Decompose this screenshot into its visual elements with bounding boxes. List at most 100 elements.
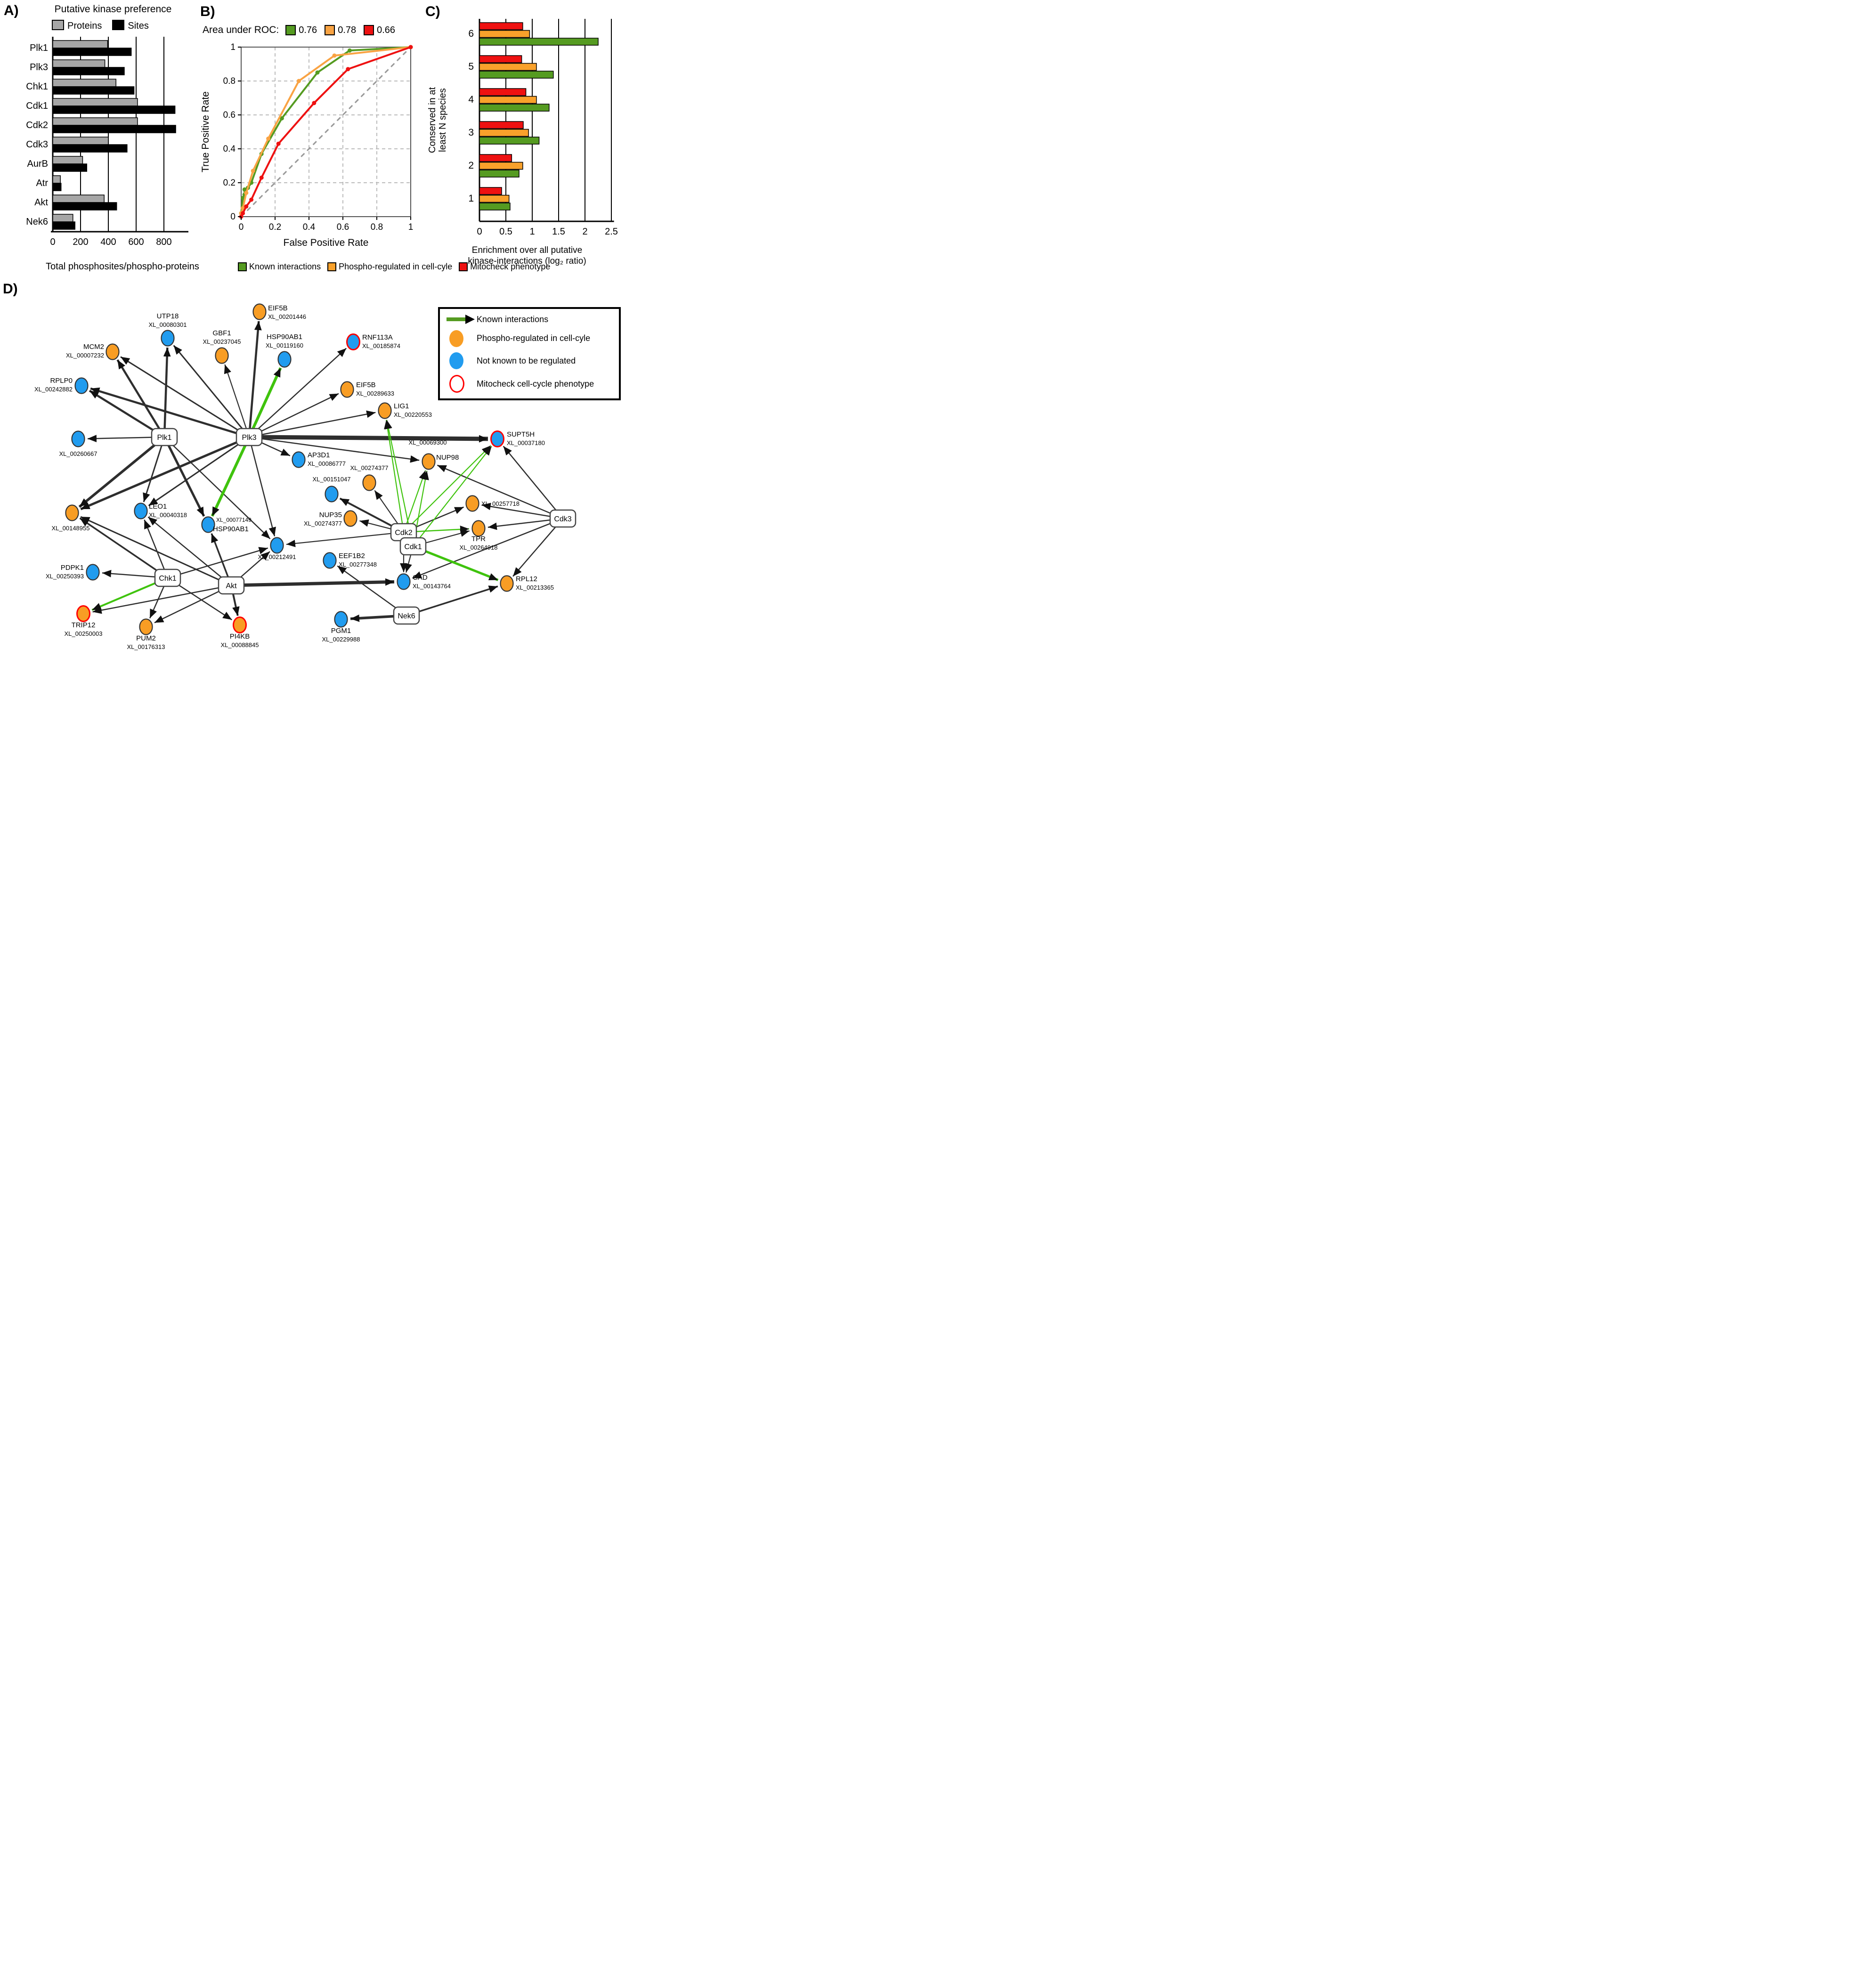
bar-6-0	[479, 22, 523, 30]
node-label: XL_00250393	[46, 573, 84, 580]
legend-mitocheck-label: Mitocheck cell-cycle phenotype	[477, 379, 594, 389]
node-label: XL_00080301	[149, 321, 187, 328]
panel-a-title: Putative kinase preference	[54, 4, 172, 15]
edge-Akt-to-LEO1	[147, 516, 232, 586]
node-label: XL_00088845	[221, 641, 259, 649]
category-label-Cdk3: Cdk3	[26, 139, 48, 150]
svg-text:least N species: least N species	[438, 88, 448, 152]
kinase-label-Nek6: Nek6	[398, 612, 415, 620]
network-node-XL_00151047	[325, 486, 339, 503]
species-label-4: 4	[468, 94, 474, 105]
mid-legend-mitocheck-phenotype: Mitocheck phenotype	[459, 262, 550, 272]
svg-text:0.5: 0.5	[499, 227, 512, 237]
network-node-HSP90AB1_00077149	[201, 516, 215, 533]
legend-not-regulated-label: Not known to be regulated	[477, 356, 576, 365]
edge-Cdk1-to-SUPT5H	[413, 446, 492, 547]
node-label: XL_00220553	[394, 411, 432, 418]
category-label-AurB: AurB	[27, 159, 48, 169]
category-label-Akt: Akt	[34, 197, 48, 208]
species-label-5: 5	[468, 61, 474, 72]
network-node-XL_00260667	[71, 430, 85, 447]
bar-3-2	[479, 137, 540, 145]
node-label: XL_00176313	[127, 643, 165, 650]
node-label: HSP90AB1	[213, 525, 249, 533]
kinase-label-Plk3: Plk3	[242, 434, 256, 442]
node-label: XL_00289633	[356, 390, 394, 397]
node-label: XL_00040318	[149, 511, 187, 519]
node-label: PGM1	[331, 627, 351, 635]
node-label: RPLP0	[50, 377, 73, 385]
edge-Nek6-to-RPL12	[406, 585, 498, 616]
auc-item-0.66: 0.66	[364, 25, 395, 36]
orange-node-icon	[447, 330, 477, 347]
edge-Plk3-to-HSP90AB1_00119160	[248, 367, 282, 438]
edge-Plk3-to-LEO1	[148, 436, 250, 506]
svg-text:Conserved in at: Conserved in at	[427, 87, 438, 154]
bar-sites-Plk1	[52, 48, 132, 56]
network-node-CAD	[397, 573, 411, 590]
node-label: XL_00237045	[203, 338, 241, 345]
roc-curve-chart: 0 0.2 0.4 0.6 0.8 1 0 0.2 0.4 0.6 0.8 1 False Positi…	[200, 42, 413, 248]
proteins-swatch	[52, 20, 64, 30]
x-tick-200: 200	[73, 237, 88, 247]
bar-2-0	[479, 154, 512, 162]
edge-Cdk2-to-XL_00212491	[286, 531, 404, 547]
node-label: NUP35	[319, 511, 342, 519]
conservation-enrichment-bar-chart: 6 5 4 3 2 1 0 0.5 1 1.5 2 2.5 Conserved in at least N…	[427, 19, 618, 237]
legend-mitocheck: Mitocheck cell-cycle phenotype	[447, 375, 612, 393]
bar-4-2	[479, 104, 550, 112]
network-node-PI4KB	[233, 616, 247, 633]
species-label-1: 1	[468, 193, 474, 204]
svg-text:0.4: 0.4	[223, 144, 236, 154]
edge-Plk1-to-MCM2	[116, 359, 165, 438]
species-label-3: 3	[468, 127, 474, 138]
bar-sites-Plk3	[52, 67, 125, 75]
network-node-RNF113A	[346, 333, 360, 350]
node-label: HSP90AB1	[267, 333, 302, 341]
svg-text:0.2: 0.2	[223, 178, 236, 188]
bar-sites-Akt	[52, 202, 117, 211]
edge-Plk3-to-LIG1	[249, 410, 376, 438]
node-label: AP3D1	[308, 451, 330, 459]
node-label: MCM2	[83, 343, 104, 351]
svg-text:1: 1	[230, 42, 236, 52]
figure-page: { "colors":{ "chart_green":"#559B21","ro…	[0, 0, 625, 659]
panel-a-xlabel: Total phosphosites/phospho-proteins	[46, 261, 199, 272]
kinase-box-Cdk1	[399, 537, 427, 556]
auc-item-0.78: 0.78	[325, 25, 356, 36]
node-label: XL_00260667	[59, 450, 97, 457]
edge-Plk3-to-HSP90AB1_00077149	[211, 436, 251, 517]
network-node-XL_00274377_top	[362, 474, 376, 491]
node-label: RNF113A	[362, 333, 393, 341]
network-node-XL_00148955	[65, 504, 79, 521]
roc-line-auc-0.78	[240, 46, 411, 214]
network-node-PUM2	[139, 618, 153, 635]
kinase-label-Cdk3: Cdk3	[554, 515, 571, 523]
node-label: XL_00264918	[460, 544, 498, 551]
node-label: TPR	[471, 535, 486, 543]
edge-Plk1-to-XL_00148955	[78, 436, 165, 508]
edge-Chk1-to-LEO1	[144, 519, 169, 578]
panel-a-legend: Proteins Sites	[52, 20, 193, 32]
edge-Plk3-to-XL_00148955	[80, 436, 250, 511]
edge-Akt-to-CAD	[231, 578, 395, 587]
svg-text:0.6: 0.6	[337, 222, 349, 232]
legend-item-proteins: Proteins	[52, 20, 102, 32]
bar-sites-Cdk1	[52, 105, 176, 114]
bar-sites-Atr	[52, 183, 62, 191]
node-label: CAD	[413, 574, 428, 582]
network-node-EIF5B_00201446	[252, 303, 267, 320]
kinase-box-Chk1	[154, 568, 181, 587]
legend-known-interactions-label: Known interactions	[477, 314, 549, 324]
legend-item-sites: Sites	[112, 20, 149, 32]
bar-3-1	[479, 129, 529, 137]
panel-d-letter: D)	[3, 281, 18, 297]
bar-sites-Nek6	[52, 221, 75, 230]
network-node-NUP35	[343, 510, 357, 527]
bar-1-2	[479, 203, 511, 211]
svg-text:0.8: 0.8	[371, 222, 383, 232]
node-label: PUM2	[136, 634, 156, 642]
network-node-XL_00257718	[465, 495, 479, 512]
